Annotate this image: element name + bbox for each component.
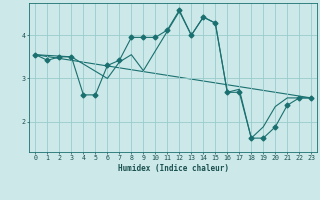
X-axis label: Humidex (Indice chaleur): Humidex (Indice chaleur): [118, 164, 229, 173]
